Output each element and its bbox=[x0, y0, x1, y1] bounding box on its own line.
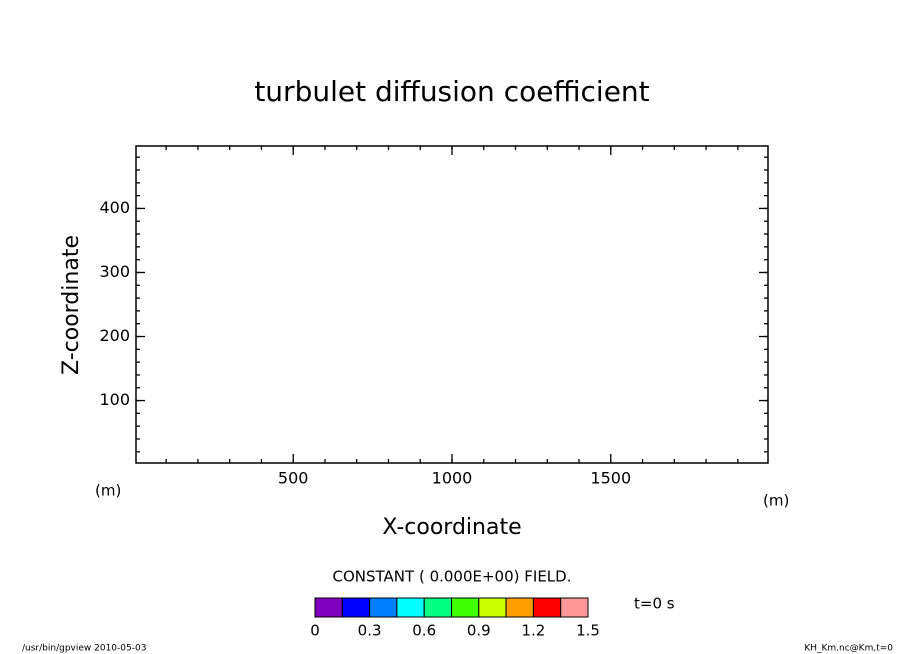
y-unit: (m) bbox=[95, 482, 121, 500]
x-unit: (m) bbox=[763, 492, 789, 510]
colorbar-tick-label: 0 bbox=[310, 622, 320, 640]
colorbar-box bbox=[396, 597, 425, 618]
y-tick-label: 300 bbox=[99, 262, 130, 281]
x-axis-title: X-coordinate bbox=[382, 515, 521, 540]
colorbar-tick-label: 1.2 bbox=[521, 622, 545, 640]
colorbar-box bbox=[341, 597, 371, 618]
colorbar-box bbox=[560, 597, 589, 618]
x-tick-label: 1500 bbox=[590, 469, 631, 488]
colorbar-tick-label: 1.5 bbox=[576, 622, 600, 640]
y-tick-label: 200 bbox=[99, 326, 130, 345]
colorbar-tick-label: 0.6 bbox=[412, 622, 436, 640]
colorbar-tick-label: 0.9 bbox=[467, 622, 491, 640]
footer-left: /usr/bin/gpview 2010-05-03 bbox=[22, 644, 146, 654]
colorbar-box bbox=[451, 597, 480, 618]
x-tick-label: 1000 bbox=[432, 469, 473, 488]
footer-right: KH_Km.nc@Km,t=0 bbox=[804, 644, 893, 654]
colorbar-box bbox=[423, 597, 453, 618]
annotation: CONSTANT ( 0.000E+00) FIELD. bbox=[333, 568, 572, 586]
colorbar-box bbox=[532, 597, 562, 618]
colorbar-box bbox=[505, 597, 534, 618]
colorbar-box bbox=[314, 597, 343, 618]
time-label: t=0 s bbox=[634, 595, 675, 613]
chart-title: turbulet diffusion coefficient bbox=[254, 75, 649, 108]
x-tick-label: 500 bbox=[278, 469, 309, 488]
plot-frame bbox=[135, 145, 769, 464]
colorbar-tick-label: 0.3 bbox=[358, 622, 382, 640]
y-axis-title: Z-coordinate bbox=[59, 235, 84, 375]
y-tick-label: 100 bbox=[99, 390, 130, 409]
y-tick-label: 400 bbox=[99, 198, 130, 217]
colorbar-box bbox=[369, 597, 398, 618]
colorbar-box bbox=[478, 597, 507, 618]
